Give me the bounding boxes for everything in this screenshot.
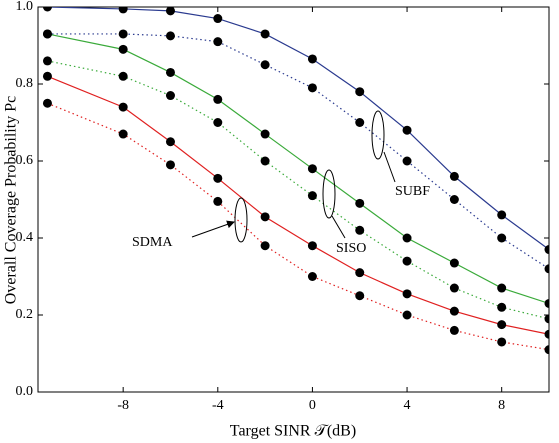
data-point xyxy=(307,164,317,174)
data-point xyxy=(118,44,128,54)
data-point xyxy=(213,118,223,127)
data-point xyxy=(355,87,365,97)
x-tick-label: -4 xyxy=(212,398,224,413)
data-point xyxy=(497,337,507,347)
data-point xyxy=(165,91,175,101)
annotation: SDMA xyxy=(132,235,173,250)
data-point xyxy=(260,129,270,139)
data-point xyxy=(165,31,175,41)
y-tick-label: 0.8 xyxy=(16,76,34,91)
annotation: SUBF xyxy=(395,184,430,199)
data-point xyxy=(402,310,412,320)
data-point xyxy=(402,233,412,243)
data-point xyxy=(307,83,317,93)
data-point xyxy=(165,137,175,147)
data-point xyxy=(260,60,270,70)
data-point xyxy=(449,325,459,335)
data-point xyxy=(307,191,317,201)
data-point xyxy=(42,7,52,12)
y-axis-label: Overall Coverage Probability Pc xyxy=(3,96,20,304)
annotation: SISO xyxy=(336,241,366,256)
data-point xyxy=(213,196,223,206)
series-line xyxy=(47,7,549,251)
siso-ellipse xyxy=(322,169,336,219)
plot-frame xyxy=(37,6,550,393)
data-point xyxy=(497,233,507,243)
series-line xyxy=(47,60,549,320)
data-point xyxy=(213,173,223,183)
data-point xyxy=(544,314,549,324)
y-tick-label: 1.0 xyxy=(16,0,34,14)
data-point xyxy=(355,291,365,301)
data-point xyxy=(544,345,549,355)
x-tick-label: 8 xyxy=(498,398,505,413)
data-point xyxy=(355,198,365,208)
data-point xyxy=(402,125,412,135)
y-tick-label: 0.4 xyxy=(16,230,34,245)
x-tick-label: 4 xyxy=(404,398,411,413)
data-point xyxy=(355,225,365,235)
data-point xyxy=(449,283,459,293)
x-tick-label: 0 xyxy=(309,398,316,413)
series-line xyxy=(47,102,549,351)
data-point xyxy=(449,195,459,204)
data-point xyxy=(42,98,52,108)
data-point xyxy=(497,302,507,312)
data-point xyxy=(165,67,175,77)
data-point xyxy=(355,118,365,127)
data-point xyxy=(544,264,549,274)
data-point xyxy=(213,37,223,47)
data-point xyxy=(42,56,52,66)
sdma-ellipse xyxy=(234,197,248,243)
y-tick-label: 0.0 xyxy=(16,384,34,399)
data-point xyxy=(42,71,52,81)
siso-pointer xyxy=(331,215,346,239)
x-axis-label: Target SINR 𝒯(dB) xyxy=(230,423,356,440)
data-point xyxy=(118,29,128,39)
data-point xyxy=(544,298,549,308)
y-tick-label: 0.6 xyxy=(16,153,34,168)
series-line xyxy=(47,33,549,270)
sdma-arrow xyxy=(191,220,235,238)
data-point xyxy=(118,129,128,139)
data-point xyxy=(260,156,270,166)
data-point xyxy=(42,29,52,39)
data-point xyxy=(449,306,459,316)
data-point xyxy=(118,71,128,81)
data-point xyxy=(118,102,128,112)
data-point xyxy=(307,54,317,64)
data-point xyxy=(213,14,223,24)
data-point xyxy=(355,268,365,278)
data-point xyxy=(544,245,549,255)
data-point xyxy=(497,320,507,330)
data-point xyxy=(260,212,270,222)
data-point xyxy=(260,241,270,251)
data-point xyxy=(402,156,412,166)
data-point xyxy=(449,171,459,181)
data-point xyxy=(402,289,412,299)
subf-ellipse xyxy=(371,110,385,160)
data-point xyxy=(497,283,507,293)
y-tick-label: 0.2 xyxy=(16,307,34,322)
data-point xyxy=(307,272,317,281)
data-point xyxy=(497,210,507,220)
plot-area xyxy=(42,7,549,355)
data-point xyxy=(260,29,270,39)
data-point xyxy=(165,160,175,170)
data-point xyxy=(544,329,549,339)
subf-pointer xyxy=(383,151,396,183)
data-point xyxy=(402,256,412,266)
data-point xyxy=(165,7,175,16)
data-point xyxy=(307,241,317,251)
data-point xyxy=(449,258,459,268)
x-tick-label: -8 xyxy=(117,398,129,413)
series-line xyxy=(47,75,549,335)
data-point xyxy=(213,94,223,104)
